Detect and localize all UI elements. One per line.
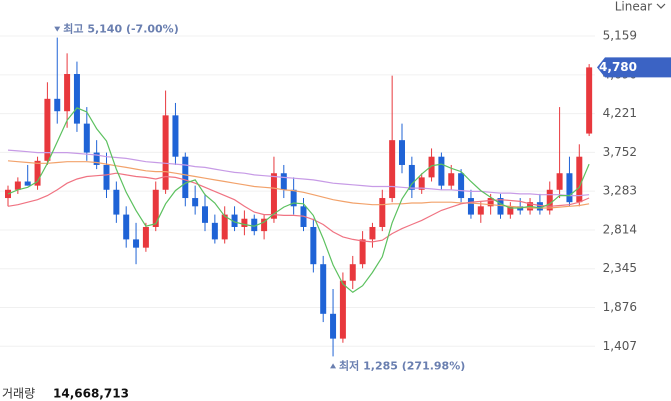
candle-body — [231, 214, 238, 227]
candle-body — [142, 226, 149, 248]
candle-body — [310, 226, 317, 265]
candle-body — [202, 206, 208, 223]
high-marker — [54, 26, 61, 32]
candle-body — [73, 74, 80, 124]
candle-body — [556, 173, 563, 190]
last-price-badge — [597, 57, 671, 78]
candle-body — [93, 152, 100, 165]
candle-body — [359, 239, 366, 265]
y-tick-label: 5,159 — [603, 29, 637, 43]
candle-body — [349, 264, 356, 281]
candle-body — [34, 160, 41, 186]
candle-body — [497, 198, 504, 215]
candle-body — [182, 156, 189, 199]
volume-value: 14,668,713 — [53, 387, 129, 401]
candle-body — [536, 202, 543, 211]
candle-body — [487, 198, 494, 207]
candle-body — [280, 173, 287, 190]
candle-body — [408, 164, 415, 190]
moving-average-line — [7, 172, 590, 243]
candle-body — [172, 115, 179, 157]
moving-average-line — [7, 107, 590, 294]
candle-body — [330, 313, 337, 339]
candle-body — [261, 218, 268, 232]
y-tick-label: 2,814 — [603, 222, 637, 236]
candle-body — [14, 181, 21, 190]
candle-body — [458, 173, 465, 199]
candle-body — [54, 98, 61, 112]
candle-body — [389, 140, 396, 199]
y-tick-label: 2,345 — [603, 261, 637, 275]
moving-average-line — [7, 160, 590, 209]
candle-body — [438, 156, 445, 186]
candle-body — [103, 164, 110, 190]
candle-body — [369, 226, 376, 240]
candle-body — [448, 173, 455, 186]
candle-body — [83, 123, 90, 153]
candle-body — [221, 214, 228, 240]
candle-body — [477, 206, 484, 215]
candle-body — [152, 189, 159, 227]
y-tick-label: 1,876 — [603, 300, 637, 314]
candle-body — [399, 140, 405, 165]
last-price-label: 4,780 — [599, 60, 637, 74]
candle-body — [123, 214, 130, 240]
moving-average-line — [7, 149, 590, 197]
candle-body — [320, 264, 327, 314]
candle-body — [270, 173, 277, 219]
candle-body — [162, 115, 169, 190]
candle-body — [133, 239, 140, 248]
candle-body — [566, 173, 573, 203]
candle-body — [339, 280, 346, 339]
candle-body — [113, 189, 120, 215]
candle-body — [290, 189, 297, 207]
candle-body — [418, 177, 425, 190]
candle-body — [428, 156, 435, 178]
low-annotation: 최저 1,285 (271.98%) — [339, 358, 465, 372]
candle-body — [379, 198, 386, 227]
candle-body — [507, 206, 514, 215]
scale-selector[interactable]: Linear — [615, 0, 652, 14]
candle-body — [251, 218, 258, 232]
candle-body — [586, 67, 593, 134]
y-tick-label: 4,221 — [603, 106, 637, 120]
chevron-icon[interactable] — [656, 3, 666, 9]
candle-body — [211, 222, 218, 240]
candle-body — [24, 181, 31, 186]
high-annotation: 최고 5,140 (-7.00%) — [63, 22, 178, 36]
y-tick-label: 1,407 — [603, 339, 637, 353]
candle-body — [5, 189, 11, 199]
volume-title: 거래량 — [2, 387, 35, 401]
candle-body — [241, 218, 248, 227]
candle-body — [64, 74, 71, 112]
candle-body — [192, 198, 199, 207]
low-marker — [330, 363, 337, 369]
y-tick-label: 3,752 — [603, 145, 637, 159]
candle-body — [467, 198, 474, 215]
candle-body — [576, 156, 583, 203]
candle-body — [44, 98, 51, 161]
candle-body — [546, 189, 553, 211]
y-tick-label: 3,283 — [603, 184, 637, 198]
